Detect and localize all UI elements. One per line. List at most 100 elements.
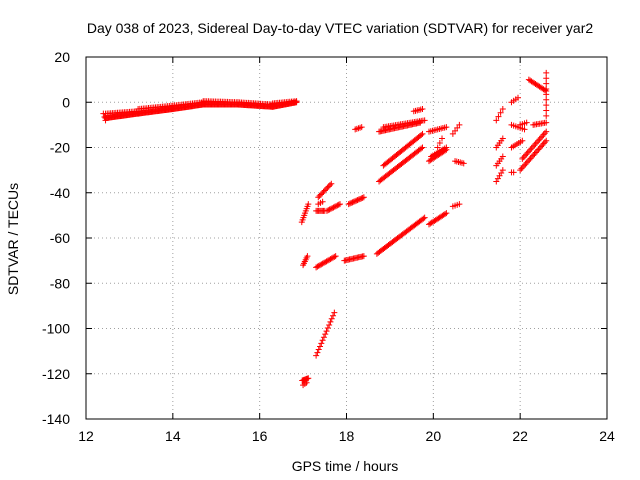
- data-point: [527, 155, 534, 162]
- data-point: [323, 328, 330, 335]
- data-point: [541, 130, 548, 137]
- data-point: [454, 124, 461, 131]
- data-point: [354, 197, 361, 204]
- data-point: [521, 152, 528, 159]
- data-point: [436, 139, 443, 146]
- data-point: [523, 159, 530, 166]
- data-point: [317, 343, 324, 350]
- data-point: [319, 190, 326, 197]
- data-point: [539, 133, 546, 140]
- data-point: [352, 198, 359, 205]
- data-point: [323, 207, 330, 214]
- y-axis-label: SDTVAR / TECUs: [5, 183, 21, 295]
- data-point: [330, 204, 337, 211]
- data-point: [328, 180, 335, 187]
- data-point: [499, 153, 506, 160]
- data-point: [543, 75, 550, 82]
- x-tick-label: 16: [252, 428, 268, 444]
- data-point: [456, 201, 463, 208]
- data-point: [419, 144, 426, 151]
- data-point: [528, 153, 535, 160]
- data-point: [523, 151, 530, 158]
- data-point: [520, 154, 527, 161]
- data-point: [532, 149, 539, 156]
- data-point: [493, 117, 500, 124]
- chart-title: Day 038 of 2023, Sidereal Day-to-day VTE…: [87, 20, 593, 36]
- data-point: [543, 112, 550, 119]
- data-point: [533, 139, 540, 146]
- data-point: [543, 85, 550, 92]
- data-point: [525, 148, 532, 155]
- data-point: [315, 194, 322, 201]
- data-point: [541, 87, 548, 94]
- data-point: [499, 135, 506, 142]
- data-point: [543, 96, 550, 103]
- data-point: [327, 182, 334, 189]
- x-tick-label: 14: [165, 428, 181, 444]
- data-point: [358, 195, 365, 202]
- data-point: [543, 69, 550, 76]
- data-point: [535, 146, 542, 153]
- data-point: [524, 158, 531, 165]
- data-point: [355, 196, 362, 203]
- data-point: [521, 126, 528, 133]
- data-point: [452, 127, 459, 134]
- data-point: [536, 136, 543, 143]
- grid-lines: [86, 57, 607, 419]
- data-point: [335, 201, 342, 208]
- data-point: [532, 140, 539, 147]
- data-point: [324, 184, 331, 191]
- data-point: [539, 142, 546, 149]
- data-point: [316, 192, 323, 199]
- y-tick-label: -80: [50, 275, 70, 291]
- data-point: [519, 164, 526, 171]
- data-point: [541, 139, 548, 146]
- data-point: [537, 134, 544, 141]
- data-point: [519, 137, 526, 144]
- data-point: [331, 203, 338, 210]
- data-point: [531, 150, 538, 157]
- data-point: [528, 145, 535, 152]
- data-point: [540, 140, 547, 147]
- data-point: [334, 202, 341, 209]
- data-point: [495, 113, 502, 120]
- data-point: [535, 137, 542, 144]
- data-point: [434, 144, 441, 151]
- data-point: [359, 194, 366, 201]
- y-tick-label: 0: [62, 94, 70, 110]
- data-point: [543, 107, 550, 114]
- data-point: [418, 145, 425, 152]
- data-point: [543, 119, 550, 126]
- data-point: [449, 130, 456, 137]
- data-point: [460, 160, 467, 167]
- data-point: [320, 334, 327, 341]
- data-point: [419, 106, 426, 113]
- data-point: [346, 200, 353, 207]
- data-point: [519, 155, 526, 162]
- data-point: [333, 203, 340, 210]
- data-point: [331, 253, 338, 260]
- data-point: [499, 106, 506, 113]
- data-point: [313, 352, 320, 359]
- data-point: [419, 130, 426, 137]
- data-point: [543, 80, 550, 87]
- data-point: [325, 183, 332, 190]
- data-point: [317, 191, 324, 198]
- data-point: [326, 206, 333, 213]
- data-point: [497, 109, 504, 116]
- data-point: [328, 315, 335, 322]
- data-point: [443, 210, 450, 217]
- data-point: [531, 142, 538, 149]
- data-point: [443, 124, 450, 131]
- data-points: [100, 69, 550, 389]
- data-point: [524, 149, 531, 156]
- data-point: [319, 198, 326, 205]
- data-point: [320, 188, 327, 195]
- data-point: [293, 98, 300, 105]
- data-point: [420, 215, 427, 222]
- x-tick-label: 18: [339, 428, 355, 444]
- data-point: [421, 117, 428, 124]
- x-tick-label: 12: [78, 428, 94, 444]
- data-point: [543, 91, 550, 98]
- data-point: [360, 253, 367, 260]
